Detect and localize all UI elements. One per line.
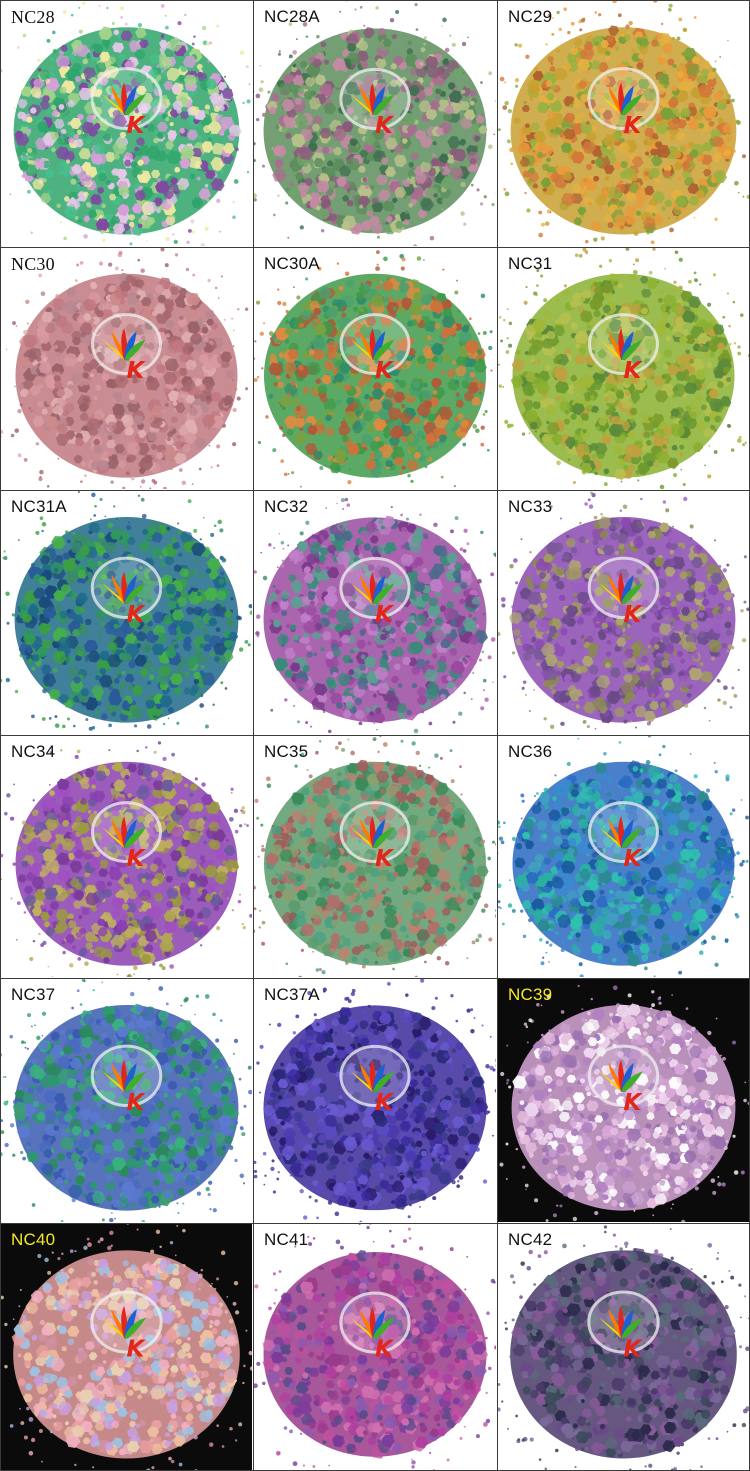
brand-logo-letter: K — [624, 602, 644, 628]
brand-logo: K — [599, 328, 644, 384]
brand-logo-letter: K — [127, 1337, 147, 1363]
brand-logo: K — [102, 1305, 147, 1363]
brand-logo-letter: K — [375, 602, 395, 628]
brand-logo-letter: K — [127, 846, 147, 872]
brand-logo: K — [351, 1306, 395, 1363]
glitter-pile-image: K — [1, 491, 252, 731]
brand-logo-letter: K — [127, 602, 147, 628]
brand-logo: K — [599, 1305, 644, 1363]
brand-logo: K — [102, 82, 147, 139]
brand-logo: K — [599, 816, 644, 872]
sample-nc29: K NC29 — [498, 1, 749, 246]
brand-logo-letter: K — [375, 846, 395, 872]
sample-code-label: NC37A — [264, 985, 320, 1004]
sample-nc28a: K NC28A — [254, 1, 496, 246]
sample-nc37a: K NC37A — [254, 979, 496, 1222]
sample-code-label: NC31 — [508, 254, 553, 273]
brand-logo: K — [351, 328, 395, 384]
sample-code-label: NC39 — [508, 985, 553, 1004]
brand-logo-letter: K — [127, 113, 147, 139]
glitter-pile-image: K — [498, 248, 749, 489]
glitter-pile-image: K — [499, 984, 749, 1222]
grid-divider-horizontal — [0, 247, 750, 248]
glitter-pile-image: K — [254, 497, 496, 734]
sample-code-label: NC31A — [11, 497, 67, 516]
sample-code-label: NC32 — [264, 497, 309, 516]
sample-code-label: NC35 — [264, 742, 309, 761]
glitter-pile-image: K — [1, 248, 249, 489]
sample-code-label: NC41 — [264, 1230, 309, 1249]
brand-logo: K — [351, 83, 395, 139]
brand-logo: K — [102, 328, 147, 384]
glitter-pile-image: K — [1, 979, 252, 1222]
brand-logo: K — [599, 571, 644, 628]
brand-logo-letter: K — [127, 1090, 147, 1116]
sample-nc33: K NC33 — [498, 491, 749, 734]
sample-nc32: K NC32 — [254, 491, 496, 734]
glitter-pile-image: K — [1, 1, 252, 246]
brand-logo: K — [102, 816, 147, 872]
glitter-pile-image: K — [1, 1224, 252, 1470]
brand-logo: K — [102, 571, 147, 628]
glitter-pile-image: K — [1, 741, 252, 977]
glitter-pile-image: K — [498, 491, 749, 730]
brand-logo: K — [599, 82, 644, 139]
sample-code-label: NC28A — [264, 7, 320, 26]
brand-logo-letter: K — [375, 358, 395, 384]
brand-logo-letter: K — [624, 846, 644, 872]
grid-divider-horizontal — [0, 735, 750, 736]
sample-nc36: K NC36 — [498, 736, 749, 977]
brand-logo: K — [599, 1059, 644, 1116]
glitter-pile-image: K — [498, 1225, 749, 1470]
sample-code-label: NC28 — [11, 7, 55, 27]
glitter-pile-image: K — [254, 250, 493, 488]
brand-logo-letter: K — [127, 358, 147, 384]
sample-nc34: K NC34 — [1, 736, 252, 977]
brand-logo-letter: K — [375, 1337, 395, 1363]
sample-code-label: NC40 — [11, 1230, 56, 1249]
brand-logo-letter: K — [624, 358, 644, 384]
glitter-pile-image: K — [254, 736, 496, 977]
sample-nc30a: K NC30A — [254, 248, 496, 489]
grid-divider-horizontal — [0, 0, 750, 1]
brand-logo: K — [102, 1059, 147, 1116]
brand-logo-letter: K — [624, 1337, 644, 1363]
sample-code-label: NC36 — [508, 742, 553, 761]
glitter-pile-image: K — [254, 1224, 496, 1470]
grid-divider-horizontal — [0, 978, 750, 979]
brand-logo-letter: K — [375, 113, 395, 139]
brand-logo: K — [351, 816, 395, 872]
glitter-pile-image: K — [498, 1, 749, 245]
brand-logo-letter: K — [624, 113, 644, 139]
sample-nc39: K NC39 — [498, 979, 749, 1222]
sample-nc40: K NC40 — [1, 1224, 252, 1470]
sample-code-label: NC30 — [11, 254, 55, 274]
grid-divider-horizontal — [0, 490, 750, 491]
sample-code-label: NC42 — [508, 1230, 553, 1249]
glitter-pile-image: K — [498, 736, 749, 977]
sample-nc42: K NC42 — [498, 1224, 749, 1470]
sample-code-label: NC29 — [508, 7, 553, 26]
sample-code-label: NC34 — [11, 742, 56, 761]
glitter-pile-image: K — [254, 1, 496, 246]
sample-nc31: K NC31 — [498, 248, 749, 489]
sample-nc35: K NC35 — [254, 736, 496, 977]
sample-code-label: NC37 — [11, 985, 56, 1004]
brand-logo: K — [351, 1060, 395, 1116]
grid-divider-horizontal — [0, 1223, 750, 1224]
sample-nc28: K NC28 — [1, 1, 252, 246]
sample-nc30: K NC30 — [1, 248, 252, 489]
sample-nc41: K NC41 — [254, 1224, 496, 1470]
sample-nc37: K NC37 — [1, 979, 252, 1222]
brand-logo: K — [351, 572, 395, 628]
sample-code-label: NC30A — [264, 254, 320, 273]
sample-nc31a: K NC31A — [1, 491, 252, 734]
glitter-pile-image: K — [254, 979, 496, 1222]
brand-logo-letter: K — [624, 1090, 644, 1116]
sample-code-label: NC33 — [508, 497, 553, 516]
brand-logo-letter: K — [375, 1090, 395, 1116]
